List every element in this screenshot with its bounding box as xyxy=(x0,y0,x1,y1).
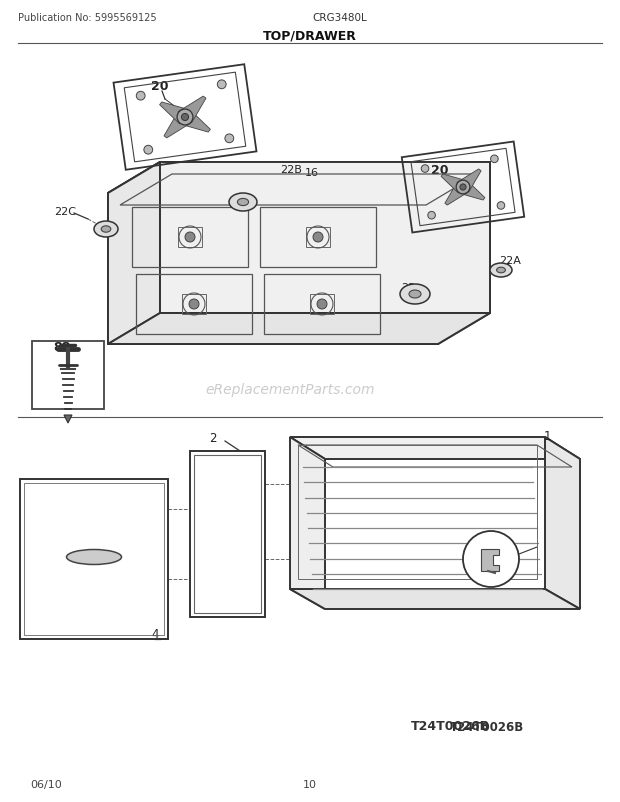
Text: 88: 88 xyxy=(53,341,71,354)
Text: 2: 2 xyxy=(210,432,217,445)
Circle shape xyxy=(428,213,435,220)
Polygon shape xyxy=(180,111,210,133)
Circle shape xyxy=(456,181,470,195)
Text: 22C: 22C xyxy=(54,207,76,217)
Ellipse shape xyxy=(490,264,512,277)
Circle shape xyxy=(421,165,429,173)
Ellipse shape xyxy=(237,199,249,206)
Text: T24T0026B: T24T0026B xyxy=(450,721,525,734)
Text: eReplacementParts.com: eReplacementParts.com xyxy=(205,383,374,396)
Circle shape xyxy=(189,300,199,310)
Text: CRG3480L: CRG3480L xyxy=(312,13,367,23)
Polygon shape xyxy=(164,112,192,139)
Polygon shape xyxy=(545,437,580,610)
Circle shape xyxy=(218,81,226,90)
Polygon shape xyxy=(108,314,490,345)
Circle shape xyxy=(177,110,193,126)
Ellipse shape xyxy=(66,550,122,565)
Polygon shape xyxy=(178,97,206,123)
Text: 22B: 22B xyxy=(280,164,302,175)
Ellipse shape xyxy=(497,268,505,273)
Circle shape xyxy=(313,233,323,243)
Ellipse shape xyxy=(229,194,257,212)
Circle shape xyxy=(185,233,195,243)
Text: 06/10: 06/10 xyxy=(30,779,62,789)
Circle shape xyxy=(497,202,505,210)
Circle shape xyxy=(182,115,188,121)
Circle shape xyxy=(136,92,145,101)
Text: 7: 7 xyxy=(489,551,495,561)
Circle shape xyxy=(463,532,519,587)
Text: 16: 16 xyxy=(305,168,319,178)
Polygon shape xyxy=(438,163,490,345)
Ellipse shape xyxy=(400,285,430,305)
Polygon shape xyxy=(108,163,490,194)
Polygon shape xyxy=(159,103,190,125)
Text: 1: 1 xyxy=(543,430,551,443)
Text: 10: 10 xyxy=(303,779,317,789)
Polygon shape xyxy=(160,163,490,314)
Polygon shape xyxy=(457,170,481,192)
Text: 20: 20 xyxy=(151,80,169,93)
Circle shape xyxy=(225,135,234,144)
Text: 20: 20 xyxy=(432,164,449,177)
Ellipse shape xyxy=(94,221,118,237)
Circle shape xyxy=(144,146,153,155)
Text: 4: 4 xyxy=(151,628,159,641)
Circle shape xyxy=(317,300,327,310)
Polygon shape xyxy=(459,182,485,200)
Circle shape xyxy=(490,156,498,164)
Text: Publication No: 5995569125: Publication No: 5995569125 xyxy=(18,13,157,23)
Text: TOP/DRAWER: TOP/DRAWER xyxy=(263,30,357,43)
Text: T24T0026B: T24T0026B xyxy=(410,719,490,732)
Polygon shape xyxy=(481,549,499,571)
Polygon shape xyxy=(108,194,438,345)
Ellipse shape xyxy=(101,226,111,233)
Polygon shape xyxy=(290,589,580,610)
Ellipse shape xyxy=(409,290,421,298)
Text: 22A: 22A xyxy=(499,256,521,265)
Polygon shape xyxy=(108,163,160,345)
Polygon shape xyxy=(445,184,469,206)
Text: 22: 22 xyxy=(401,282,415,293)
Polygon shape xyxy=(441,175,467,194)
Polygon shape xyxy=(290,437,580,460)
Circle shape xyxy=(460,184,466,191)
Polygon shape xyxy=(64,415,72,423)
Polygon shape xyxy=(290,437,325,610)
